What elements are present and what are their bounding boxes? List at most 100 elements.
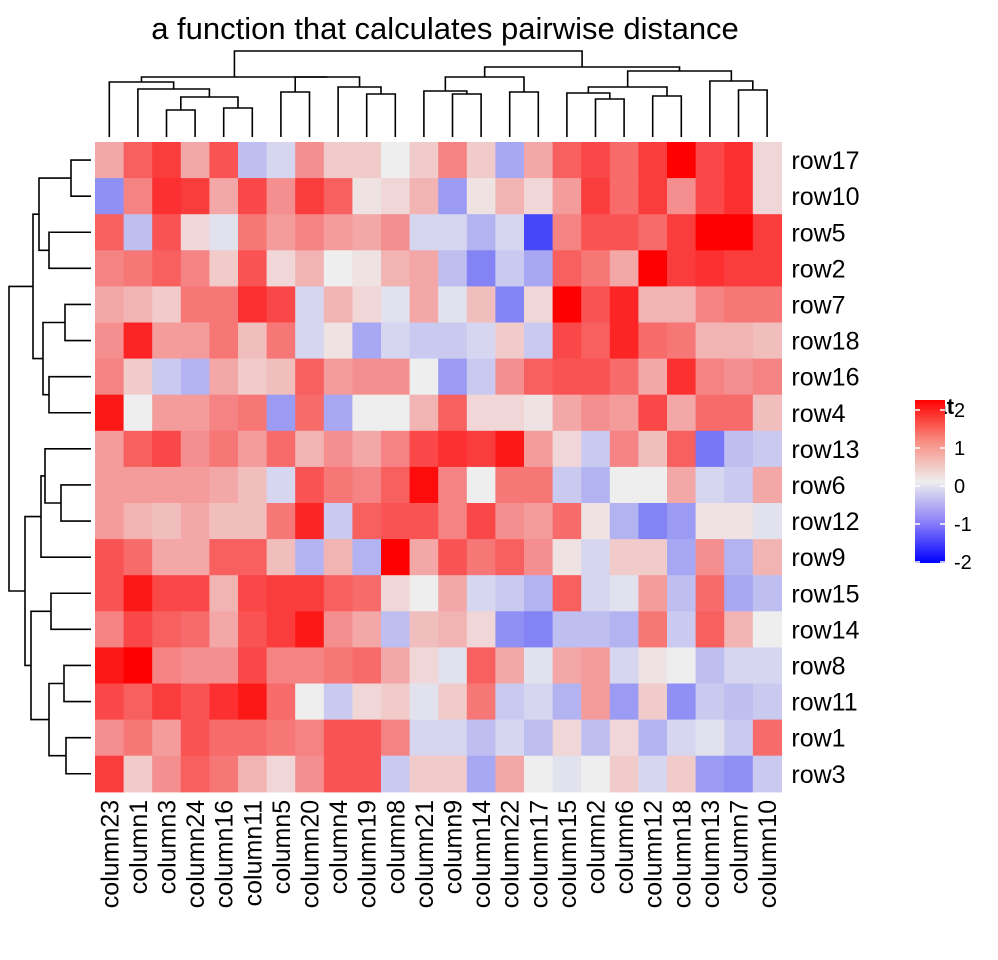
dendrogram-branch [40,475,91,558]
heatmap-cell [609,358,639,396]
heatmap-cell [409,503,439,540]
heatmap-cell [724,575,754,612]
heatmap-cell [609,647,639,685]
heatmap-cell [152,503,182,540]
heatmap-cell [524,286,554,324]
heatmap-cell [295,683,325,721]
heatmap-cell [180,250,210,287]
row-labels: row17 row10 row5 row2 row7 row18 row16 row4 row1… [791,147,859,789]
heatmap-cell [724,394,754,432]
heatmap-cell [266,358,296,396]
heatmap-cell [438,286,468,324]
heatmap-cell [295,503,325,540]
heatmap-cell [609,178,639,215]
heatmap-cell [752,286,782,324]
heatmap-cell [352,358,382,396]
heatmap-cell [752,755,782,793]
heatmap-cell [238,539,268,576]
heatmap-cell [438,611,468,648]
dendrogram-branch [50,592,91,631]
heatmap-cell [95,683,125,721]
dendrogram-branch [365,93,397,137]
heatmap-cell [381,286,411,324]
heatmap-cell [152,286,182,324]
heatmap-cell [581,539,611,576]
heatmap-cell [381,755,411,793]
dendrogram-branch [165,109,196,137]
heatmap-cell [352,683,382,721]
heatmap-cell [295,539,325,576]
heatmap-cell [638,683,668,721]
heatmap-cell [152,611,182,648]
heatmap-cell [524,358,554,396]
heatmap-cell [524,647,554,685]
heatmap-cell [724,466,754,504]
heatmap-cell [466,142,496,179]
heatmap-cell [638,755,668,793]
heatmap-cell [667,755,697,793]
heatmap-cell [552,322,582,360]
row-label: row1 [791,725,845,753]
heatmap-cell [266,647,296,685]
heatmap-cell [266,466,296,504]
heatmap-cell [524,322,554,360]
heatmap-cell [638,286,668,324]
heatmap-cell [495,575,525,612]
heatmap-cell [524,719,554,757]
heatmap-cell [752,647,782,685]
heatmap-cell [438,322,468,360]
heatmap-cell [695,719,725,757]
heatmap-cell [638,466,668,504]
heatmap-cell [695,178,725,215]
heatmap-cell [323,611,353,648]
heatmap-cell [638,575,668,612]
heatmap-cell [381,683,411,721]
heatmap-cell [667,322,697,360]
heatmap-cell [352,178,382,215]
heatmap-cell [266,322,296,360]
heatmap-cell [409,683,439,721]
heatmap-cell [381,466,411,504]
heatmap-cell [295,466,325,504]
heatmap-cell [352,539,382,576]
heatmap-cell [552,394,582,432]
dendrogram-branch [42,321,65,396]
heatmap-cell [209,250,239,287]
heatmap-cell [752,539,782,576]
heatmap-cell [238,142,268,179]
heatmap-cell [381,214,411,251]
row-label: row17 [791,147,859,175]
column-label: column22 [497,800,525,908]
heatmap-cell [438,466,468,504]
heatmap-cell [209,394,239,432]
heatmap-cell [438,683,468,721]
dendrogram-branch [64,303,91,342]
heatmap-cell [466,575,496,612]
heatmap-cell [695,358,725,396]
heatmap-cell [409,250,439,287]
heatmap-cell [180,755,210,793]
heatmap-cell [466,755,496,793]
heatmap-cell [95,539,125,576]
heatmap-cell [752,214,782,251]
heatmap-cell [152,142,182,179]
heatmap-cell [295,322,325,360]
heatmap-cell [381,358,411,396]
dendrogram-branch [44,448,91,504]
heatmap-cell [95,430,125,468]
heatmap-cell [724,286,754,324]
heatmap-cell [438,647,468,685]
heatmap-cell [581,575,611,612]
heatmap-cell [552,286,582,324]
dendrogram-branch [38,177,71,252]
heatmap-cell [724,214,754,251]
heatmap-cell [495,250,525,287]
legend-tick-label: 1 [954,438,965,460]
heatmap-cell [524,250,554,287]
heatmap-cell [581,611,611,648]
heatmap-cell [295,719,325,757]
dendrogram-branch [65,736,91,775]
heatmap-cell [495,503,525,540]
heatmap-cell [438,142,468,179]
